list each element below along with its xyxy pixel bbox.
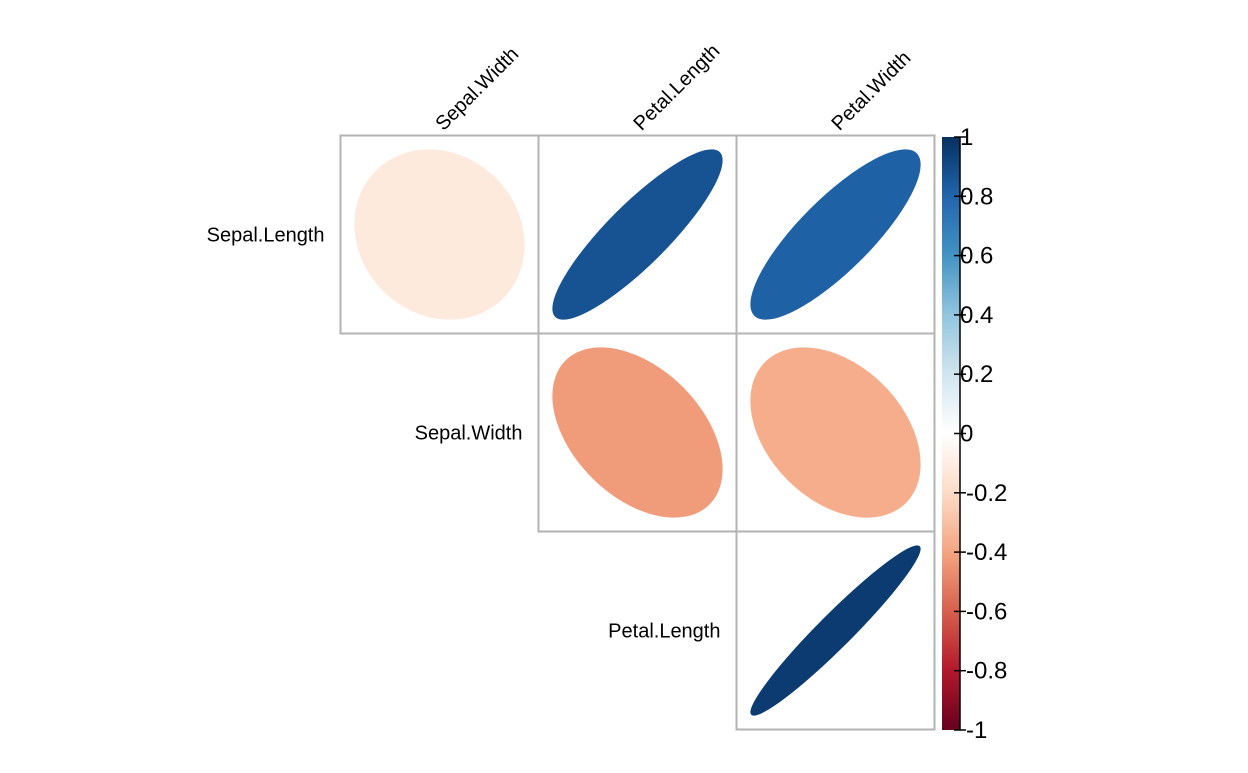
cell-Petal.Length-Petal.Width — [735, 530, 936, 731]
ellipse-layer — [354, 149, 921, 716]
ellipse-Sepal.Width-Petal.Length — [552, 347, 723, 518]
colorbar-tick-label: 0.6 — [960, 243, 993, 270]
ellipse-Petal.Length-Petal.Width — [750, 545, 921, 716]
colorbar-gradient — [942, 137, 960, 730]
ellipse-Sepal.Length-Sepal.Width — [354, 149, 525, 320]
column-label: Petal.Length — [629, 40, 724, 135]
row-label: Sepal.Length — [207, 225, 325, 247]
colorbar: 1 0.8 0.6 0.4 0.2 0 -0.2 -0.4 -0.6 -0.8 -1 — [942, 124, 1007, 744]
colorbar-tick-label: -0.6 — [966, 598, 1007, 625]
colorbar-tick-label: 0.4 — [960, 302, 993, 329]
cell-layer — [339, 134, 936, 731]
colorbar-tick-label: 0.8 — [960, 183, 993, 210]
column-label: Sepal.Width — [431, 43, 523, 135]
colorbar-tick-label: 1 — [960, 124, 973, 151]
column-label: Petal.Width — [827, 47, 915, 135]
ellipse-Sepal.Width-Petal.Width — [750, 347, 921, 518]
colorbar-tick-label: -1 — [966, 717, 987, 744]
ellipse-Sepal.Length-Petal.Length — [552, 149, 723, 320]
row-label: Petal.Length — [608, 621, 720, 643]
colorbar-tick-label: -0.4 — [966, 539, 1007, 566]
row-label-layer: Sepal.Length Sepal.Width Petal.Length — [207, 225, 721, 643]
row-label: Sepal.Width — [415, 423, 523, 445]
colorbar-tick-label: 0 — [960, 421, 973, 448]
colorbar-tick-label: -0.8 — [966, 658, 1007, 685]
colorbar-tick-label: -0.2 — [966, 480, 1007, 507]
colorbar-tick-label: 0.2 — [960, 361, 993, 388]
ellipse-Sepal.Length-Petal.Width — [750, 149, 921, 320]
column-label-layer: Sepal.Width Petal.Length Petal.Width — [431, 40, 915, 135]
